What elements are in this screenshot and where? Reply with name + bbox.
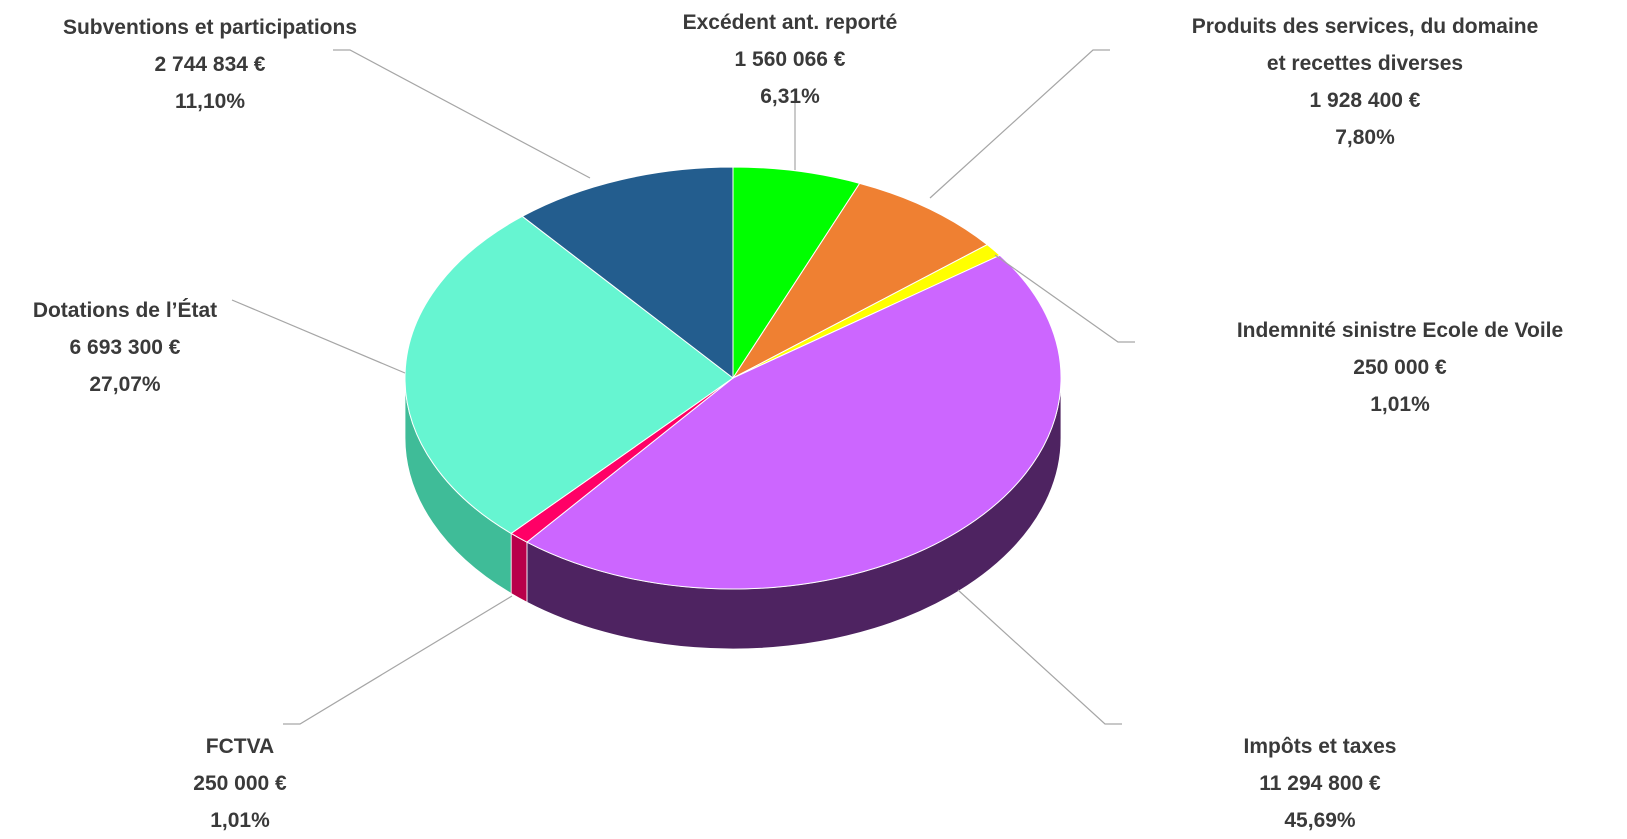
leader-line-produits-services: [929, 49, 1110, 199]
label-dotations-etat-value: 6 693 300 €: [69, 336, 181, 359]
label-fctva-name: FCTVA: [205, 735, 275, 758]
leader-line-subventions: [333, 49, 591, 179]
slice-dotations-etat: [404, 215, 734, 535]
label-subventions-value: 2 744 834 €: [154, 53, 266, 76]
label-indemnite-value: 250 000 €: [1353, 356, 1447, 379]
label-produits-services-name-line1: Produits des services, du domaine: [1191, 15, 1539, 38]
label-impots-taxes-value: 11 294 800 €: [1259, 772, 1381, 795]
label-impots-taxes: Impôts et taxes 11 294 800 € 45,69%: [1150, 728, 1490, 839]
label-impots-taxes-percent: 45,69%: [1284, 809, 1356, 832]
label-impots-taxes-name: Impôts et taxes: [1243, 735, 1397, 758]
label-excedent-value: 1 560 066 €: [734, 48, 846, 71]
slice-impots-taxes: [526, 254, 1062, 590]
label-subventions: Subventions et participations 2 744 834 …: [10, 9, 410, 120]
pie-top: [404, 166, 1062, 590]
label-produits-services-value: 1 928 400 €: [1309, 89, 1421, 112]
leader-line-indemnite: [994, 254, 1135, 343]
label-indemnite-name: Indemnité sinistre Ecole de Voile: [1236, 319, 1564, 342]
label-excedent-percent: 6,31%: [760, 85, 820, 108]
slice-produits-services: [731, 182, 989, 380]
slice-excedent: [732, 166, 861, 380]
label-produits-services-percent: 7,80%: [1335, 126, 1395, 149]
label-excedent: Excédent ant. reporté 1 560 066 € 6,31%: [575, 4, 1005, 115]
label-fctva: FCTVA 250 000 € 1,01%: [140, 728, 340, 839]
label-fctva-value: 250 000 €: [193, 772, 287, 795]
leader-line-impots-taxes: [957, 589, 1122, 725]
label-subventions-percent: 11,10%: [174, 90, 246, 113]
label-indemnite: Indemnité sinistre Ecole de Voile 250 00…: [1180, 312, 1620, 423]
label-dotations-etat-percent: 27,07%: [89, 373, 161, 396]
leader-line-fctva: [283, 595, 513, 725]
label-produits-services-name-line2: et recettes diverses: [1266, 52, 1464, 75]
label-dotations-etat-name: Dotations de l’État: [32, 299, 218, 322]
label-fctva-percent: 1,01%: [210, 809, 270, 832]
label-indemnite-percent: 1,01%: [1370, 393, 1430, 416]
leader-line-dotations-etat: [231, 299, 406, 374]
leader-lines: [231, 49, 1135, 725]
side-wall-fctva: [510, 532, 528, 603]
label-produits-services: Produits des services, du domaine et rec…: [1140, 8, 1590, 156]
label-excedent-name: Excédent ant. reporté: [682, 11, 898, 34]
label-subventions-name: Subventions et participations: [62, 16, 358, 39]
slice-subventions: [521, 166, 734, 380]
label-dotations-etat: Dotations de l’État 6 693 300 € 27,07%: [0, 292, 250, 403]
